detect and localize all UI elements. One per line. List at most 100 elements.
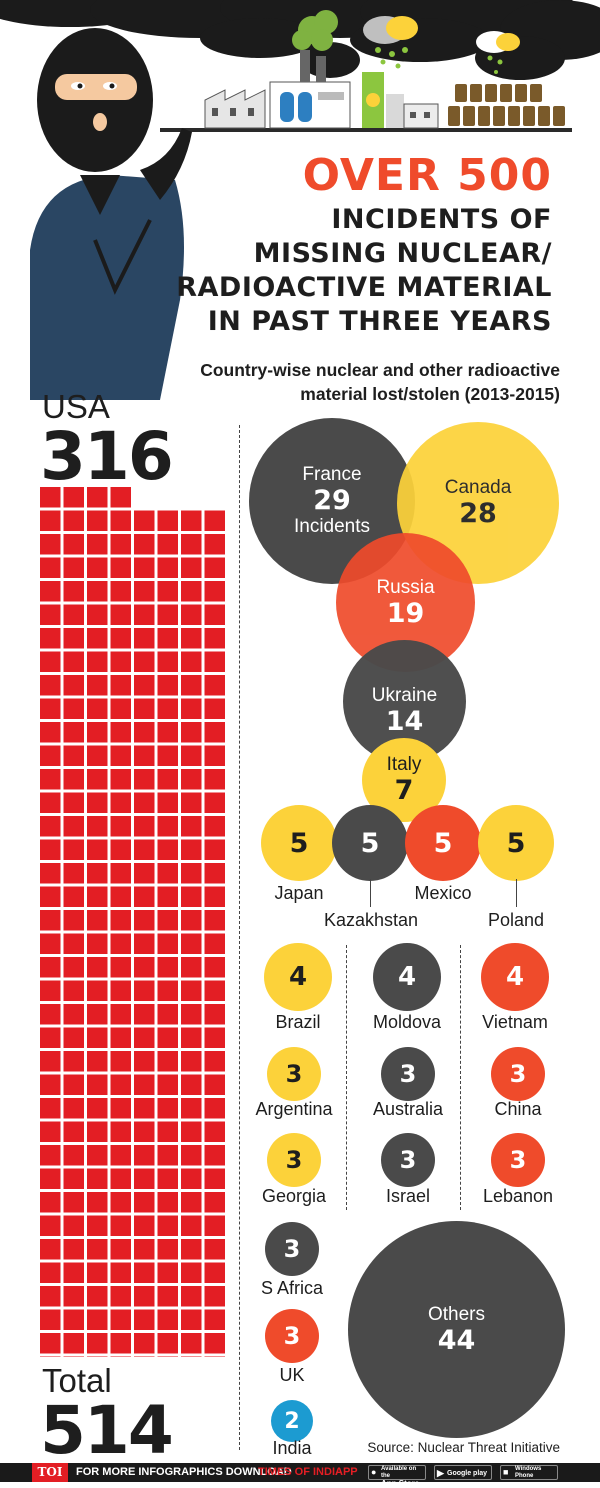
waffle-square xyxy=(181,1309,202,1330)
waffle-square xyxy=(110,1239,131,1260)
waffle-square xyxy=(134,1192,155,1213)
waffle-square xyxy=(110,1145,131,1166)
waffle-square xyxy=(110,651,131,672)
dot-vietnam-value: 4 xyxy=(505,962,525,992)
waffle-square xyxy=(87,1004,108,1025)
dot-japan-value: 5 xyxy=(289,827,309,859)
waffle-square xyxy=(181,1074,202,1095)
factory-icon xyxy=(204,89,266,129)
waffle-square xyxy=(134,581,155,602)
illustration xyxy=(0,0,600,400)
waffle-square xyxy=(110,1051,131,1072)
waffle-square xyxy=(40,1262,61,1283)
dot-india: 2 xyxy=(271,1400,313,1442)
waffle-square xyxy=(157,816,178,837)
waffle-square xyxy=(87,698,108,719)
google-play-badge[interactable]: ▶ Google play xyxy=(434,1465,492,1480)
waffle-square xyxy=(63,1098,84,1119)
waffle-square xyxy=(110,1356,131,1357)
waffle-square xyxy=(204,933,225,954)
label-poland: Poland xyxy=(487,910,545,930)
waffle-square xyxy=(63,604,84,625)
dot-india-value: 2 xyxy=(284,1408,300,1434)
label-india: India xyxy=(272,1438,312,1458)
waffle-square xyxy=(40,651,61,672)
waffle-square xyxy=(40,769,61,790)
waffle-square xyxy=(181,792,202,813)
waffle-square xyxy=(204,628,225,649)
windows-phone-badge[interactable]: ■ Windows Phone xyxy=(500,1465,558,1480)
waffle-square xyxy=(63,886,84,907)
waffle-square xyxy=(110,1004,131,1025)
waffle-square xyxy=(110,910,131,931)
waffle-square xyxy=(40,886,61,907)
waffle-square xyxy=(63,1168,84,1189)
waffle-square xyxy=(181,980,202,1001)
power-plant-icon xyxy=(269,50,351,129)
waffle-square xyxy=(157,839,178,860)
usa-waffle-chart xyxy=(40,487,225,1357)
waffle-square xyxy=(181,534,202,555)
waffle-square xyxy=(204,1145,225,1166)
waffle-square xyxy=(63,1121,84,1142)
label-japan: Japan xyxy=(274,883,324,903)
bubble-ukraine-name: Ukraine xyxy=(371,684,438,706)
dot-poland: 5 xyxy=(478,805,554,881)
label-argentina: Argentina xyxy=(255,1099,333,1119)
waffle-square xyxy=(40,581,61,602)
waffle-square xyxy=(157,1074,178,1095)
waffle-square xyxy=(63,1286,84,1307)
app-store-badge[interactable]: ● Available on the App Store xyxy=(368,1465,426,1488)
waffle-square xyxy=(63,980,84,1001)
waffle-square xyxy=(157,1286,178,1307)
waffle-square xyxy=(63,487,84,508)
rain-cloud-left xyxy=(363,16,418,69)
waffle-square xyxy=(110,745,131,766)
waffle-square xyxy=(181,769,202,790)
total-label: Total xyxy=(42,1362,112,1399)
waffle-square xyxy=(110,933,131,954)
waffle-square xyxy=(134,1215,155,1236)
waffle-square xyxy=(157,1333,178,1354)
windows-small: Windows xyxy=(515,1466,542,1472)
waffle-square xyxy=(181,1356,202,1357)
divider-main xyxy=(239,425,240,1450)
waffle-square xyxy=(110,722,131,743)
waffle-square xyxy=(134,863,155,884)
dot-safrica: 3 xyxy=(265,1222,319,1276)
waffle-square xyxy=(157,1004,178,1025)
footer-bar: TOI FOR MORE INFOGRAPHICS DOWNLOAD TIMES… xyxy=(0,1463,600,1488)
waffle-square xyxy=(134,1074,155,1095)
waffle-square xyxy=(134,651,155,672)
waffle-square xyxy=(63,745,84,766)
waffle-square xyxy=(134,675,155,696)
waffle-square xyxy=(40,1098,61,1119)
waffle-square xyxy=(110,792,131,813)
dot-argentina: 3 xyxy=(267,1047,321,1101)
barrels-icon xyxy=(448,84,565,126)
waffle-square xyxy=(40,604,61,625)
bubble-canada-value: 28 xyxy=(459,498,497,529)
waffle-square xyxy=(40,1356,61,1357)
waffle-square xyxy=(87,487,108,508)
waffle-square xyxy=(181,651,202,672)
waffle-square xyxy=(134,1239,155,1260)
waffle-square xyxy=(87,1145,108,1166)
waffle-square xyxy=(204,1192,225,1213)
waffle-square xyxy=(134,1145,155,1166)
waffle-square xyxy=(157,1309,178,1330)
waffle-square xyxy=(204,1004,225,1025)
waffle-square xyxy=(134,933,155,954)
waffle-square xyxy=(110,1121,131,1142)
waffle-square xyxy=(157,1051,178,1072)
label-uk: UK xyxy=(279,1365,305,1385)
waffle-square xyxy=(204,863,225,884)
waffle-square xyxy=(40,1333,61,1354)
toi-logo[interactable]: TOI xyxy=(32,1463,68,1482)
ground-line xyxy=(160,128,572,132)
waffle-square xyxy=(40,839,61,860)
waffle-square xyxy=(204,980,225,1001)
waffle-square xyxy=(110,816,131,837)
waffle-square xyxy=(157,886,178,907)
bubble-france-value: 29 xyxy=(313,485,351,516)
